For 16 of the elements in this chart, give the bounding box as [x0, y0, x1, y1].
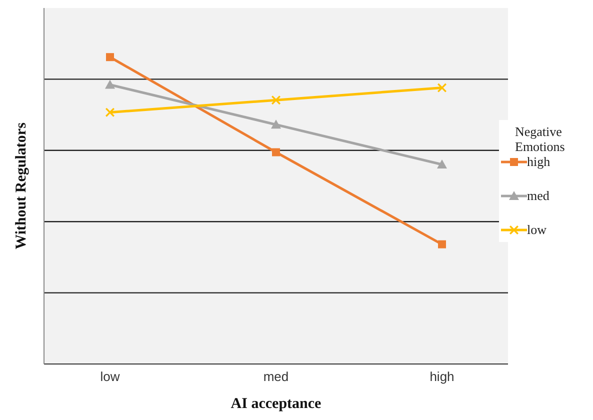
point [272, 148, 280, 156]
point [437, 160, 447, 169]
y-axis-title: Without Regulators [13, 122, 30, 250]
point [105, 80, 115, 89]
legend-label: high [527, 154, 550, 170]
point [106, 108, 114, 117]
x-tick-label: med [263, 369, 289, 384]
legend-label: med [527, 188, 550, 204]
x-axis-title: AI acceptance [230, 396, 322, 412]
x-tick-label: low [100, 369, 120, 384]
point [272, 96, 280, 105]
point [106, 53, 114, 62]
point [438, 240, 446, 248]
legend-label: low [527, 222, 546, 238]
x-tick-label: high [430, 369, 454, 384]
point [271, 120, 281, 129]
